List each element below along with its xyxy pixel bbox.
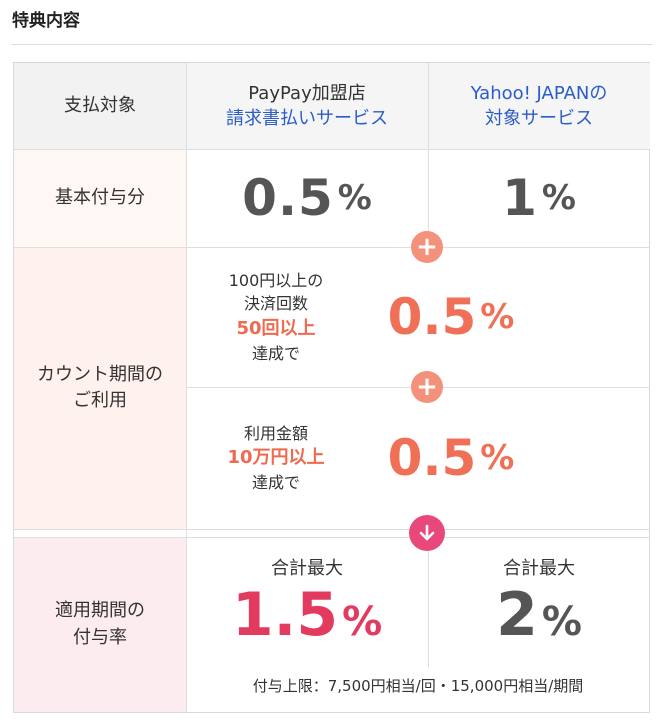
divider	[14, 529, 650, 530]
header-col1: PayPay加盟店 請求書払いサービス	[186, 63, 428, 149]
total-col1-caption: 合計最大	[271, 558, 343, 579]
total-col2-number: 2	[496, 580, 538, 650]
divider	[14, 537, 650, 538]
total-col2-caption: 合計最大	[503, 558, 575, 579]
header-col1-line2: 請求書払いサービス	[226, 108, 388, 129]
divider	[14, 247, 650, 248]
title-divider	[12, 44, 652, 45]
total-col1: 合計最大 1.5%	[186, 537, 428, 667]
total-label-line1: 適用期間の	[55, 600, 145, 622]
cond1-line4: 達成で	[251, 343, 300, 363]
section-title: 特典内容	[12, 11, 80, 31]
base-label: 基本付与分	[14, 149, 186, 247]
cond1-highlight: 50回以上	[236, 317, 316, 339]
total-col1-value: 1.5%	[232, 580, 382, 650]
percent-sign: %	[541, 599, 582, 645]
header-col2-line1: Yahoo! JAPANの	[470, 82, 608, 104]
total-label: 適用期間の 付与率	[14, 537, 186, 712]
percent-sign: %	[337, 178, 372, 218]
percent-sign: %	[480, 297, 515, 337]
cap-note: 付与上限：7,500円相当/回・15,000円相当/期間	[252, 677, 584, 695]
base-col2-number: 1	[502, 169, 538, 227]
benefit-table: 支払対象 PayPay加盟店 請求書払いサービス Yahoo! JAPANの 対…	[13, 62, 650, 713]
count-label: カウント期間の ご利用	[14, 247, 186, 529]
count-label-line2: ご利用	[73, 390, 127, 411]
header-col2-line2: 対象サービス	[485, 108, 593, 129]
cond2-line1: 利用金額	[243, 423, 308, 443]
header-col2: Yahoo! JAPANの 対象サービス	[428, 63, 650, 149]
cond2-highlight: 10万円以上	[227, 446, 325, 468]
cond1-number: 0.5	[387, 288, 477, 346]
header-label: 支払対象	[14, 63, 186, 149]
count-label-line1: カウント期間の	[37, 363, 163, 385]
divider	[428, 537, 429, 667]
plus-icon: +	[411, 371, 443, 403]
percent-sign: %	[480, 438, 515, 478]
cond1-line1: 100円以上の	[228, 271, 324, 291]
cond1-line2: 決済回数	[243, 294, 308, 314]
arrow-down-icon	[409, 515, 445, 551]
condition-2: 利用金額 10万円以上 達成で	[186, 387, 366, 529]
header-col1-line1: PayPay加盟店	[248, 82, 366, 104]
condition-1-value: 0.5%	[366, 247, 536, 387]
divider	[428, 63, 429, 247]
cond2-number: 0.5	[387, 429, 477, 487]
percent-sign: %	[541, 178, 576, 218]
total-label-line2: 付与率	[73, 626, 127, 648]
base-col1-number: 0.5	[242, 169, 334, 227]
condition-1: 100円以上の 決済回数 50回以上 達成で	[186, 247, 366, 387]
cond2-line3: 達成で	[251, 473, 300, 493]
divider	[186, 63, 187, 712]
arrow-down-glyph	[419, 524, 435, 541]
divider	[14, 149, 650, 150]
total-col2: 合計最大 2%	[428, 537, 650, 667]
total-col1-number: 1.5	[231, 580, 339, 650]
plus-icon: +	[411, 231, 443, 263]
total-col2-value: 2%	[496, 580, 582, 650]
base-col1-value: 0.5%	[186, 149, 428, 247]
base-col2-value: 1%	[428, 149, 650, 247]
condition-2-value: 0.5%	[366, 387, 536, 529]
percent-sign: %	[342, 599, 383, 645]
